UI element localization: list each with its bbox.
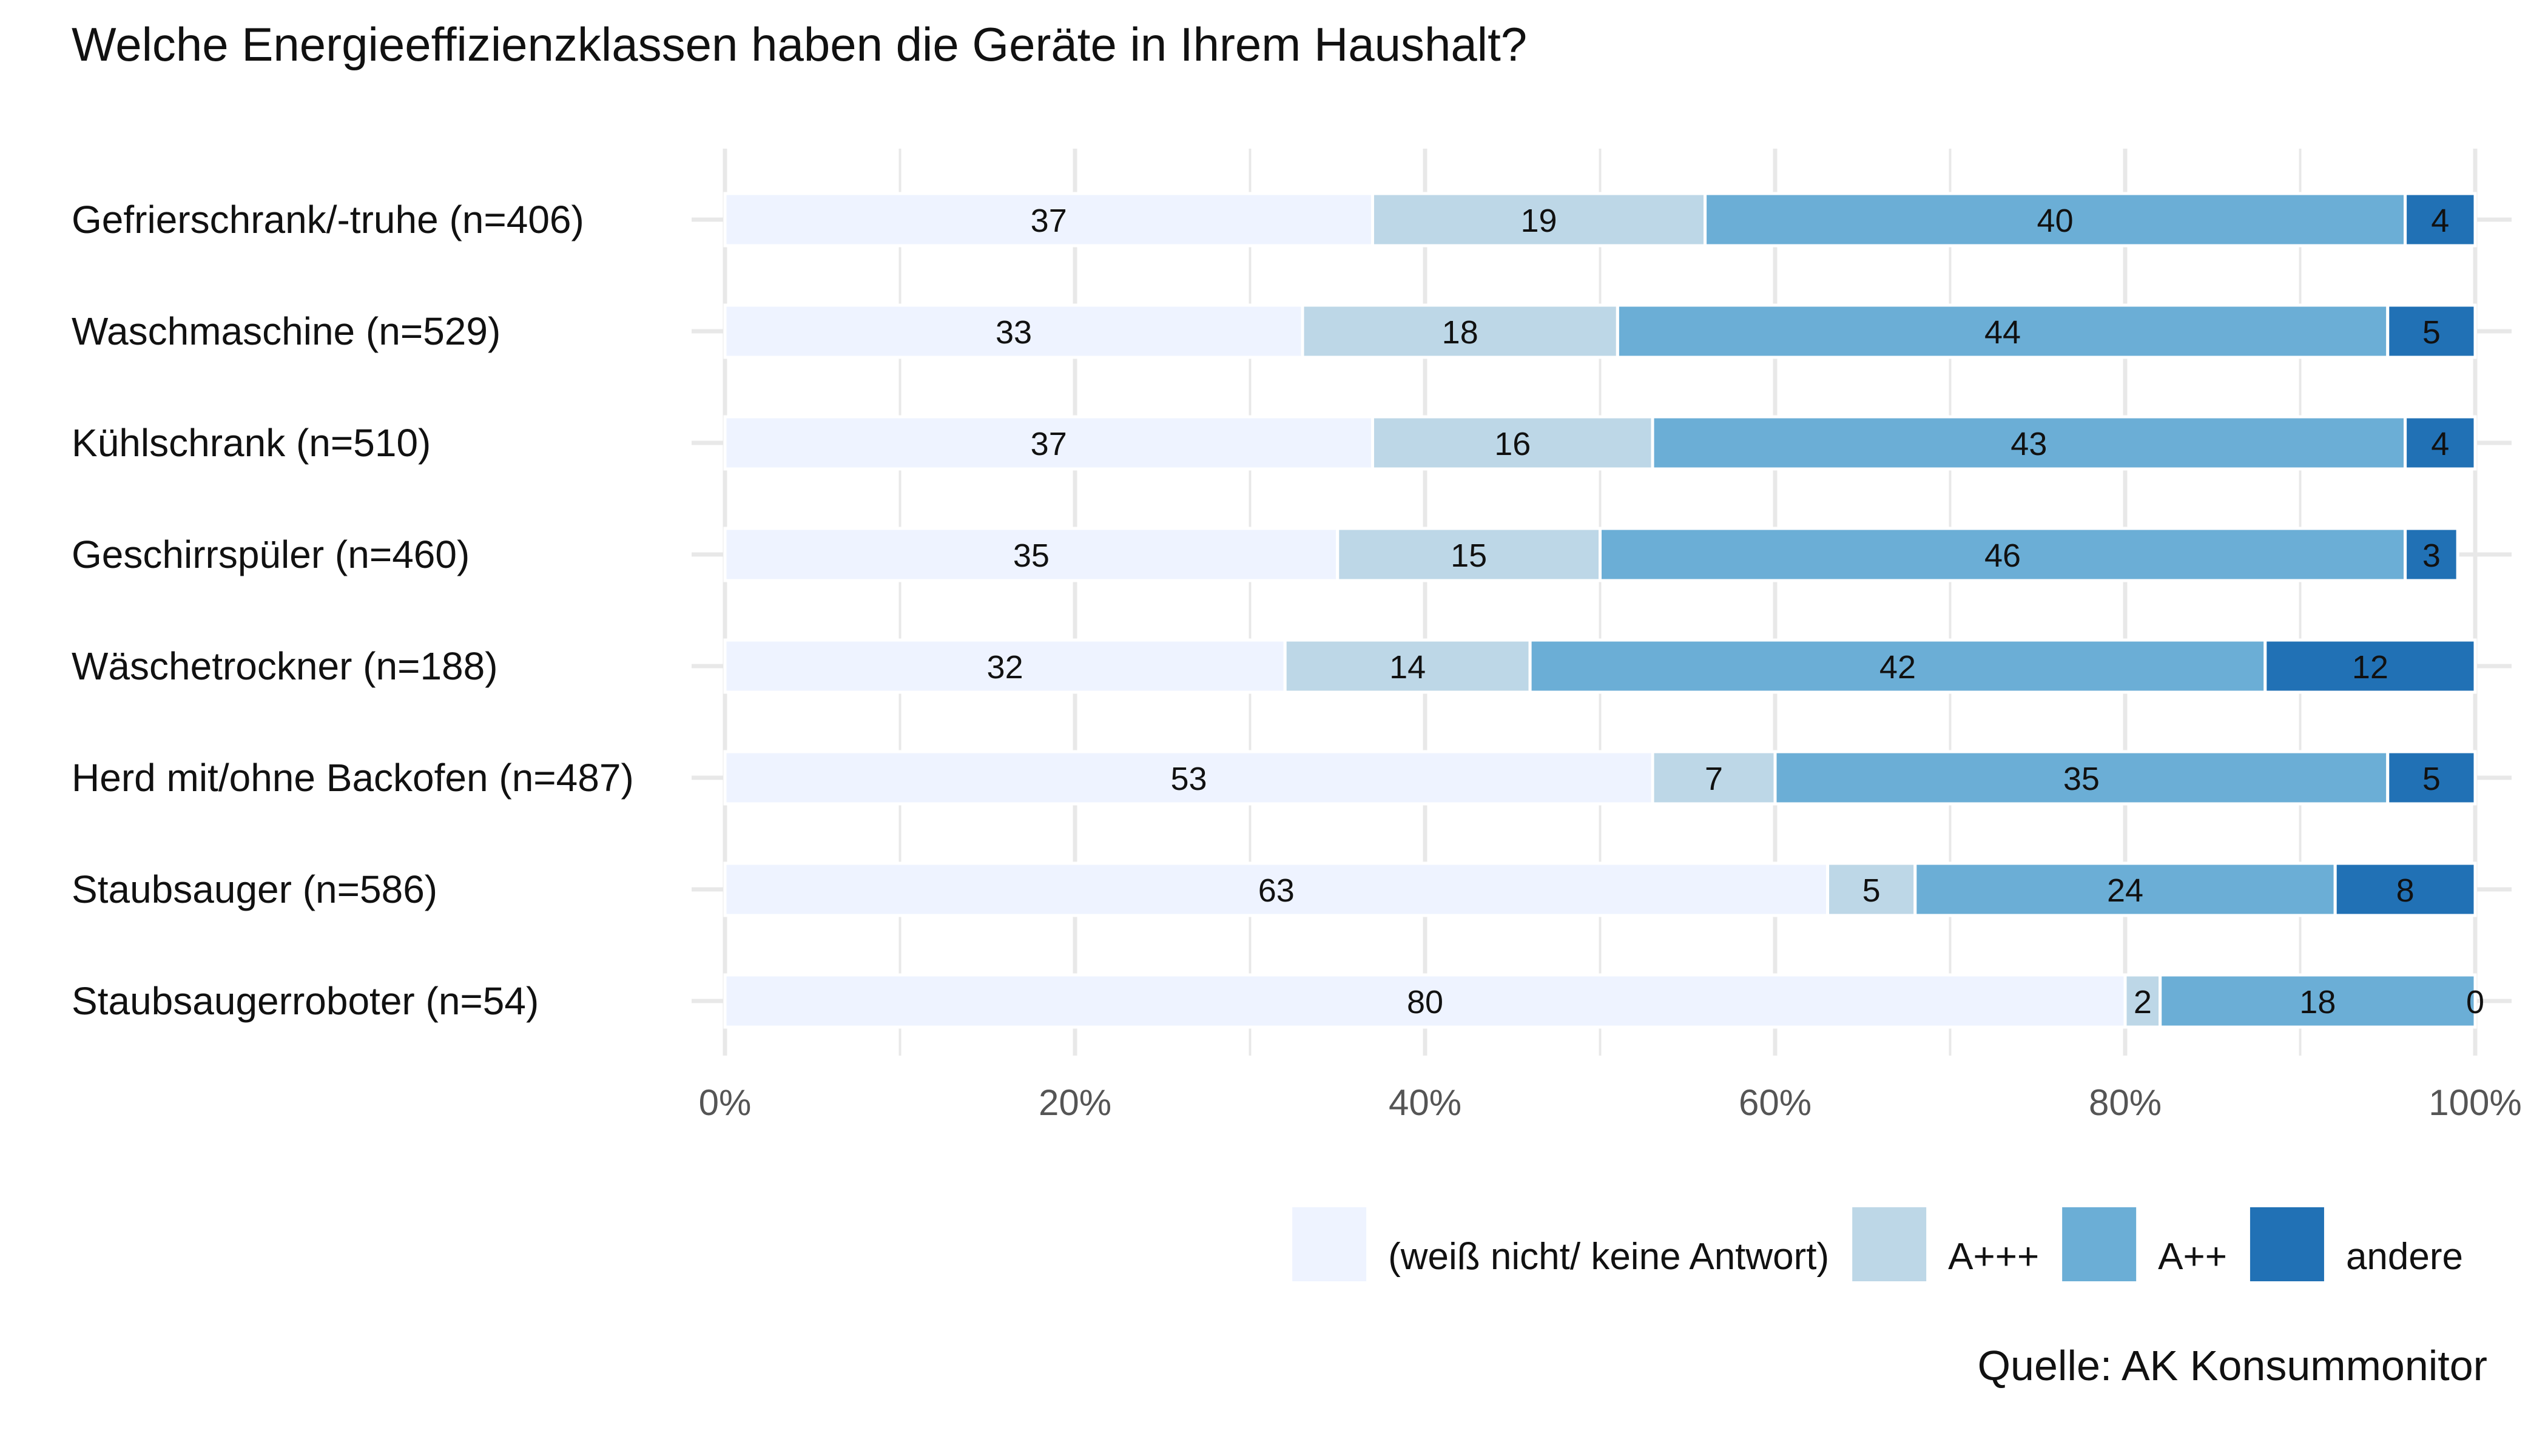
legend: (weiß nicht/ keine Antwort) A+++ A++ andere — [1292, 1207, 2463, 1281]
bar-segment — [1336, 527, 1602, 582]
bar-value-label: 33 — [996, 314, 1032, 351]
bar-value-label: 46 — [1984, 538, 2021, 574]
bar-segment — [1283, 638, 1532, 694]
bar-value-label: 80 — [1407, 984, 1443, 1020]
legend-label: A++ — [2158, 1236, 2227, 1278]
bar-value-label: 14 — [1389, 649, 1426, 686]
legend-swatch — [2250, 1207, 2324, 1281]
bar-value-label: 53 — [1170, 761, 1207, 797]
bar-segment — [2404, 415, 2477, 471]
x-tick-label: 100% — [2428, 1082, 2521, 1123]
category-label: Herd mit/ohne Backofen (n=487) — [72, 756, 634, 800]
bar-value-label: 19 — [1520, 203, 1557, 239]
bar-value-label: 40 — [2037, 203, 2074, 239]
bar-value-label: 4 — [2431, 203, 2449, 239]
bar-value-label: 16 — [1494, 426, 1531, 462]
bar-value-label: 32 — [987, 649, 1023, 686]
legend-swatch — [1852, 1207, 1927, 1281]
bar-value-label: 7 — [1705, 761, 1723, 797]
bar-segment — [2386, 303, 2477, 359]
bar-segment — [2123, 973, 2162, 1029]
bar-segment — [2386, 750, 2477, 806]
category-label: Staubsauger (n=586) — [72, 868, 437, 911]
legend-swatch — [1292, 1207, 1367, 1281]
bar-segment — [723, 861, 1830, 917]
bar-value-label: 5 — [1862, 872, 1881, 909]
category-label: Kühlschrank (n=510) — [72, 421, 431, 465]
bar-segment — [723, 973, 2127, 1029]
bar-segment — [1616, 303, 2390, 359]
bar-segment — [723, 638, 1287, 694]
bar-segment — [1301, 303, 1619, 359]
legend-label: andere — [2346, 1236, 2463, 1278]
chart-title: Welche Energieeffizienzklassen haben die… — [72, 18, 1527, 71]
bar-value-label: 44 — [1984, 314, 2021, 351]
bar-segment — [1773, 750, 2390, 806]
bar-segment — [2404, 527, 2459, 582]
bar-segment — [723, 750, 1654, 806]
category-label: Waschmaschine (n=529) — [72, 309, 500, 353]
bar-value-label: 4 — [2431, 426, 2449, 462]
bar-segment — [1651, 750, 1777, 806]
legend-label: (weiß nicht/ keine Antwort) — [1388, 1236, 1829, 1278]
category-label: Wäschetrockner (n=188) — [72, 644, 498, 688]
x-tick-label: 40% — [1389, 1082, 1461, 1123]
bar-value-label: 12 — [2352, 649, 2388, 686]
bar-value-label: 18 — [2299, 984, 2336, 1020]
bar-segment — [1826, 861, 1917, 917]
bar-value-label: 42 — [1879, 649, 1916, 686]
category-label: Staubsaugerroboter (n=54) — [72, 979, 539, 1023]
bar-segment — [1651, 415, 2407, 471]
x-tick-label: 80% — [2089, 1082, 2162, 1123]
bar-value-label: 35 — [1013, 538, 1050, 574]
category-label: Geschirrspüler (n=460) — [72, 533, 470, 576]
legend-label: A+++ — [1948, 1236, 2039, 1278]
bar-value-label: 15 — [1451, 538, 1487, 574]
x-axis-ticks: 0% 20% 40% 60% 80% 100% — [699, 1082, 2522, 1123]
x-tick-label: 0% — [699, 1082, 752, 1123]
bar-segment — [2263, 638, 2477, 694]
bar-value-label: 8 — [2396, 872, 2415, 909]
bar-segment — [1704, 192, 2407, 248]
bar-value-label: 2 — [2134, 984, 2152, 1020]
chart-caption: Quelle: AK Konsummonitor — [1978, 1342, 2487, 1389]
bar-value-label: 37 — [1031, 426, 1067, 462]
bar-value-label: 63 — [1258, 872, 1295, 909]
category-labels: Gefrierschrank/-truhe (n=406) Waschmaschi… — [72, 198, 634, 1023]
bar-value-label: 43 — [2010, 426, 2047, 462]
bar-segment — [723, 303, 1304, 359]
bar-value-label: 35 — [2063, 761, 2100, 797]
bar-segment — [1599, 527, 2407, 582]
bar-segment — [2404, 192, 2477, 248]
bar-segment — [1913, 861, 2337, 917]
bar-segment — [723, 192, 1374, 248]
bar-value-label: 24 — [2107, 872, 2143, 909]
bar-segment — [1370, 415, 1654, 471]
bar-value-label: 5 — [2422, 314, 2441, 351]
bar-value-label: 0 — [2466, 984, 2484, 1020]
bar-value-label: 3 — [2422, 538, 2441, 574]
bar-value-label: 37 — [1031, 203, 1067, 239]
bar-segment — [1370, 192, 1707, 248]
bar-value-label: 5 — [2422, 761, 2441, 797]
bar-segment — [2333, 861, 2477, 917]
bar-segment — [2159, 973, 2477, 1029]
bar-value-label: 18 — [1442, 314, 1478, 351]
x-tick-label: 60% — [1739, 1082, 1812, 1123]
legend-swatch — [2062, 1207, 2137, 1281]
x-tick-label: 20% — [1039, 1082, 1111, 1123]
category-label: Gefrierschrank/-truhe (n=406) — [72, 198, 584, 241]
